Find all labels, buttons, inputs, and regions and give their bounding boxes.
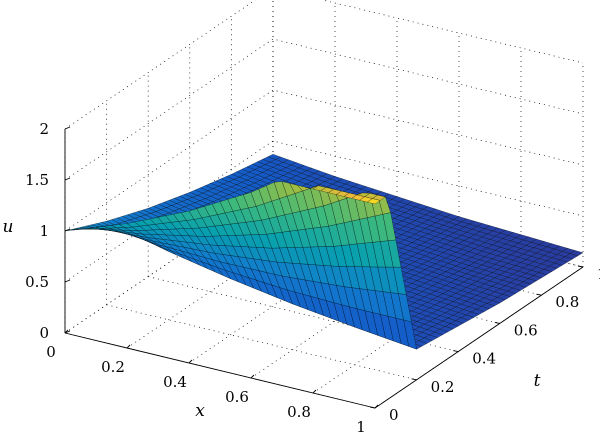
x-tick-label: 0.8 <box>287 403 311 421</box>
z-tick-label: 1.5 <box>25 171 49 189</box>
surface-layer <box>64 154 584 350</box>
t-tick-label: 0.6 <box>514 321 538 339</box>
tick-layer: 0 0.5 1 1.5 2 0 0.2 0.4 0.6 0.8 1 0 0.2 0.4 0.6 0.8 1 <box>25 120 600 432</box>
t-tick-mark <box>494 321 500 324</box>
x-tick-mark <box>188 359 193 364</box>
t-tick-mark <box>577 265 584 268</box>
t-tick-label: 0 <box>389 406 399 424</box>
surface-facet <box>366 198 381 205</box>
t-tick-label: 0.4 <box>472 350 496 368</box>
t-tick-mark <box>453 350 459 353</box>
z-tick-mark <box>64 177 71 181</box>
wall-grid-line <box>64 38 584 181</box>
t-tick-label: 0.2 <box>431 378 455 396</box>
z-tick-mark <box>64 126 71 130</box>
t-tick-label: 0.8 <box>555 293 579 311</box>
x-tick-mark <box>312 389 317 394</box>
x-tick-mark <box>250 374 255 379</box>
t-axis-label: t <box>534 371 541 391</box>
x-tick-mark <box>126 344 131 349</box>
z-tick-mark <box>64 228 71 232</box>
t-tick-mark <box>411 378 417 381</box>
x-tick-label: 0.6 <box>225 388 249 406</box>
z-tick-label: 1 <box>39 222 49 240</box>
t-tick-mark <box>369 406 376 409</box>
t-tick-label: 1 <box>597 265 600 283</box>
x-axis-line <box>64 332 376 409</box>
z-tick-mark <box>64 279 71 283</box>
t-axis-line <box>374 266 584 409</box>
z-tick-label: 2 <box>39 120 49 138</box>
x-tick-label: 1 <box>356 418 366 432</box>
x-axis-label: x <box>195 401 205 421</box>
x-tick-mark <box>374 404 379 409</box>
x-tick-mark <box>64 329 69 334</box>
wall-grid-line <box>64 0 584 130</box>
z-tick-label: 0 <box>39 324 49 342</box>
t-tick-mark <box>536 293 542 296</box>
u-axis-label: u <box>3 217 14 237</box>
z-tick-label: 0.5 <box>25 273 49 291</box>
x-tick-label: 0.2 <box>101 358 125 376</box>
x-tick-label: 0 <box>46 343 56 361</box>
floor-grid-line <box>106 304 417 381</box>
x-tick-label: 0.4 <box>163 373 187 391</box>
